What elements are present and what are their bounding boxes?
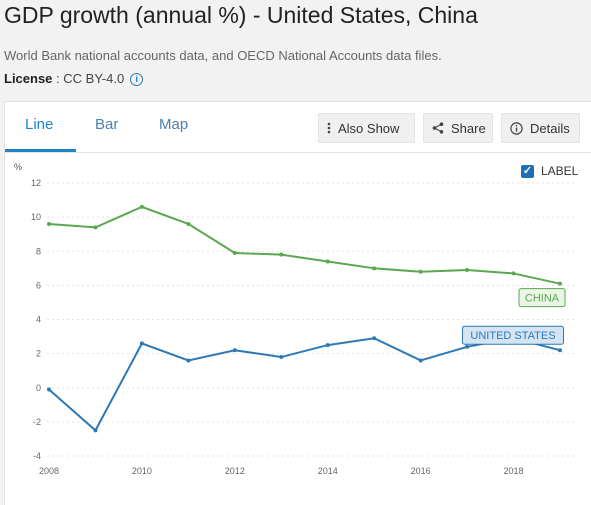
data-point-china — [279, 252, 284, 257]
details-label: Details — [530, 120, 570, 136]
y-tick-label: 6 — [36, 280, 41, 290]
data-point-united-states — [558, 348, 562, 353]
y-tick-label: 2 — [36, 349, 41, 359]
x-tick-label: 2010 — [132, 466, 152, 476]
y-tick-label: 12 — [31, 178, 41, 188]
details-button[interactable]: Details — [501, 113, 580, 143]
data-point-united-states — [47, 387, 51, 392]
data-point-china — [232, 250, 237, 255]
data-point-china — [93, 225, 98, 230]
line-chart: % 12 10 8 6 4 2 0 -2 -4 2008 2010 2012 2014 2016 2018 CH… — [14, 162, 575, 476]
y-tick-label: -2 — [33, 417, 41, 427]
series-label-united-states: UNITED STATES — [470, 330, 555, 342]
data-point-united-states — [418, 358, 423, 363]
data-point-china — [465, 268, 470, 273]
x-tick-label: 2018 — [504, 466, 524, 476]
data-point-china — [47, 221, 51, 226]
source-note: World Bank national accounts data, and O… — [4, 48, 442, 63]
y-tick-label: -4 — [33, 451, 41, 461]
data-point-united-states — [372, 336, 377, 341]
chart-panel: Line Bar Map Also Show Share Details ✓ L… — [4, 101, 591, 505]
x-tick-label: 2012 — [225, 466, 245, 476]
data-point-china — [325, 259, 330, 264]
tab-line[interactable]: Line — [25, 116, 54, 133]
data-point-china — [186, 221, 191, 226]
data-point-united-states — [325, 343, 330, 348]
also-show-button[interactable]: Also Show — [318, 113, 415, 143]
data-point-united-states — [465, 344, 470, 349]
series-line-united-states — [48, 337, 561, 432]
series-label-china: CHINA — [525, 293, 560, 305]
x-tick-label: 2016 — [411, 466, 431, 476]
data-point-united-states — [93, 428, 98, 433]
license-label: License — [4, 71, 53, 86]
more-vertical-icon — [327, 122, 331, 134]
label-toggle-text: LABEL — [541, 164, 579, 178]
tab-map[interactable]: Map — [159, 116, 189, 133]
tab-bar-chart[interactable]: Bar — [95, 116, 119, 133]
data-point-united-states — [186, 358, 191, 363]
data-point-china — [139, 204, 144, 209]
series-label-box-china — [518, 288, 566, 308]
also-show-label: Also Show — [338, 120, 400, 136]
license-value: : CC BY-4.0 — [52, 71, 125, 86]
y-tick-label: 8 — [36, 246, 41, 256]
license-line: License : CC BY-4.0 i — [4, 71, 144, 86]
active-tab-indicator — [5, 149, 76, 152]
series-line-china — [48, 205, 561, 285]
share-button[interactable]: Share — [423, 113, 493, 143]
page-title: GDP growth (annual %) - United States, C… — [4, 2, 478, 28]
info-circle-icon — [510, 121, 523, 135]
tab-bar: Line Bar Map Also Show Share Details — [5, 102, 591, 153]
data-point-united-states — [139, 341, 144, 346]
data-point-china — [558, 281, 562, 286]
data-point-united-states — [279, 355, 284, 360]
y-axis-unit: % — [14, 162, 22, 172]
y-tick-label: 10 — [31, 212, 41, 222]
series-label-box-united-states — [462, 325, 564, 345]
share-icon — [432, 122, 444, 134]
checkbox-checked-icon[interactable]: ✓ — [521, 164, 534, 178]
y-tick-label: 4 — [36, 315, 41, 325]
label-toggle[interactable]: ✓ LABEL — [521, 164, 578, 178]
y-tick-label: 0 — [36, 383, 41, 393]
data-point-united-states — [232, 348, 237, 353]
data-point-china — [418, 269, 423, 274]
data-point-china — [511, 271, 516, 276]
info-circle-icon[interactable]: i — [130, 73, 144, 86]
x-tick-label: 2014 — [318, 466, 338, 476]
x-tick-label: 2008 — [39, 466, 59, 476]
data-point-china — [372, 266, 377, 271]
share-label: Share — [451, 120, 486, 136]
